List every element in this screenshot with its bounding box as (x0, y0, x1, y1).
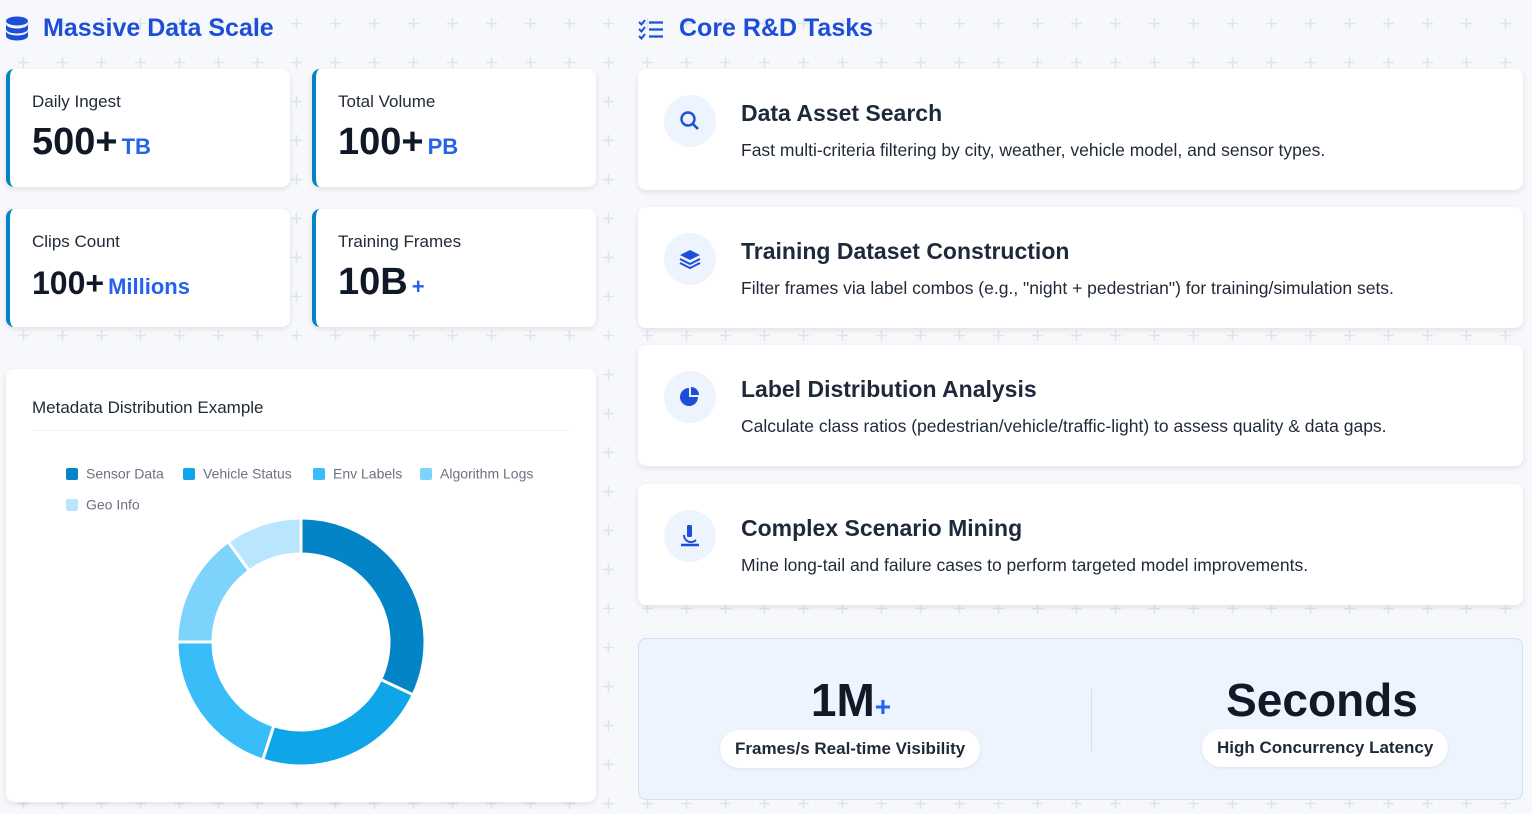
stat-unit: Millions (108, 274, 190, 299)
task-icon (664, 233, 716, 285)
legend-label: Vehicle Status (203, 466, 292, 482)
stat-unit: TB (121, 134, 151, 159)
stat-unit: PB (427, 134, 459, 159)
legend-swatch (313, 468, 325, 480)
stat-card: Total Volume 100+ PB (312, 69, 596, 187)
stat-label: Clips Count (32, 232, 120, 251)
task-title: Complex Scenario Mining (741, 515, 1023, 541)
stat-card: Training Frames 10B + (312, 209, 596, 327)
task-icon (664, 510, 716, 562)
stat-label: Training Frames (338, 232, 462, 251)
donut-segment (260, 677, 416, 768)
task-icon (664, 371, 716, 423)
stat-number: 100+ (32, 265, 105, 301)
task-title: Label Distribution Analysis (741, 376, 1037, 402)
donut-segment (175, 640, 276, 762)
task-card: Complex Scenario Mining Mine long-tail a… (638, 484, 1523, 605)
task-card: Label Distribution Analysis Calculate cl… (638, 345, 1523, 466)
stat-label: Daily Ingest (32, 92, 121, 111)
metric-value: 1M+ (701, 673, 1001, 727)
metric-suffix: + (874, 691, 892, 722)
stat-value: 100+ PB (338, 121, 458, 164)
task-card: Training Dataset Construction Filter fra… (638, 207, 1523, 328)
list-icon (638, 19, 663, 40)
task-description: Calculate class ratios (pedestrian/vehic… (741, 416, 1387, 436)
database-icon (6, 16, 28, 41)
task-title: Training Dataset Construction (741, 238, 1070, 264)
task-icon (664, 95, 716, 147)
legend-swatch (183, 468, 195, 480)
donut-segment (226, 516, 303, 573)
stat-number: 500+ (32, 121, 118, 163)
stat-card: Daily Ingest 500+ TB (6, 69, 290, 187)
donut-segment (299, 516, 427, 697)
divider (1091, 689, 1092, 751)
section-title: Massive Data Scale (43, 14, 274, 42)
legend-label: Env Labels (333, 466, 402, 482)
stat-unit: + (411, 274, 425, 299)
stat-number: 100+ (338, 121, 424, 163)
task-card: Data Asset Search Fast multi-criteria fi… (638, 69, 1523, 190)
section-title: Core R&D Tasks (679, 14, 874, 42)
legend-label: Geo Info (86, 497, 140, 513)
metric-number: 1M (810, 674, 875, 726)
task-title: Data Asset Search (741, 100, 943, 126)
legend-swatch (66, 499, 78, 511)
task-description: Filter frames via label combos (e.g., "n… (741, 278, 1394, 298)
stat-value: 500+ TB (32, 121, 151, 164)
metric-value: Seconds (1226, 674, 1418, 726)
stat-value: 10B + (338, 261, 425, 304)
stat-label: Total Volume (338, 92, 436, 111)
task-description: Mine long-tail and failure cases to perf… (741, 555, 1309, 575)
donut-chart: Sensor Data Vehicle Status Env Labels Algor… (66, 466, 533, 768)
divider (32, 430, 570, 431)
chart-title: Metadata Distribution Example (32, 398, 264, 417)
metric-label: High Concurrency Latency (1202, 729, 1449, 767)
legend-swatch (66, 468, 78, 480)
metrics-panel: 1M+ Frames/s Real-time Visibility Second… (638, 638, 1523, 800)
legend-label: Algorithm Logs (440, 466, 533, 482)
legend-swatch (420, 468, 432, 480)
stat-card: Clips Count 100+ Millions (6, 209, 290, 327)
stat-number: 10B (338, 261, 408, 303)
metric-label: Frames/s Real-time Visibility (720, 730, 981, 768)
stat-value: 100+ Millions (32, 265, 190, 302)
task-description: Fast multi-criteria filtering by city, w… (741, 140, 1326, 160)
legend-label: Sensor Data (86, 466, 164, 482)
